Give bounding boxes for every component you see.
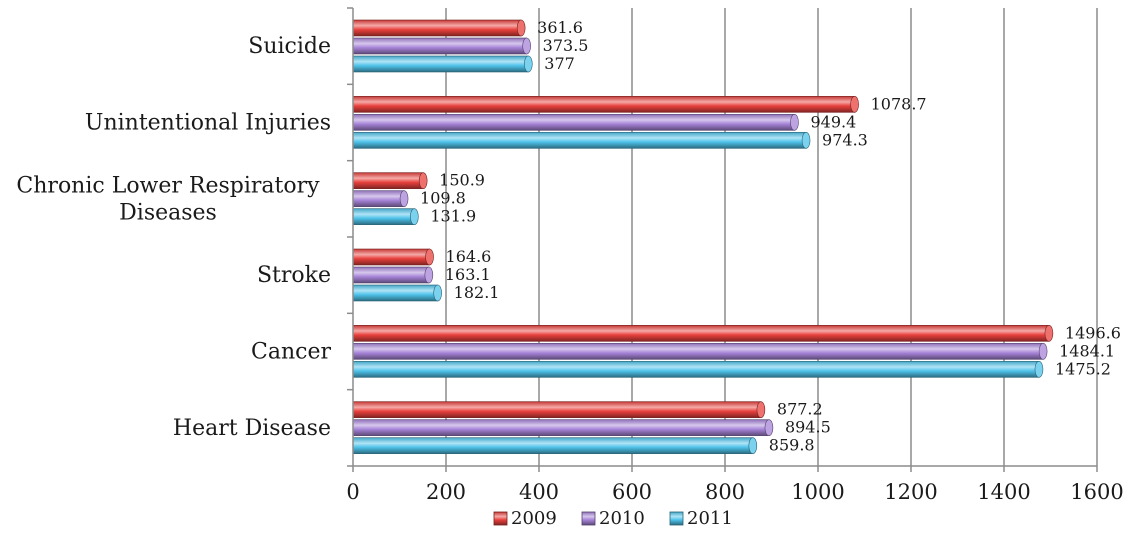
bar-2010-2 [352,266,430,284]
category-label: Suicide [248,34,331,59]
legend-label-2011: 2011 [687,508,733,529]
bar-2009-5 [352,19,522,37]
category-label: Cancer [251,340,331,365]
data-label: 859.8 [769,436,815,455]
data-label: 949.4 [810,112,856,131]
x-tick-label: 600 [612,480,652,504]
bar-2009-3 [352,172,424,189]
x-tick-label: 0 [346,480,359,504]
bar-2011-4 [352,132,807,149]
bar-2009-2 [352,248,430,266]
category-label: Unintentional Injuries [85,111,331,136]
category-label: Heart Disease [173,416,331,441]
bar-2011-3 [352,208,415,225]
data-label: 1078.7 [871,94,927,113]
data-label: 163.1 [445,265,491,284]
legend: 2009 2010 2011 [493,508,733,529]
data-label: 361.6 [537,18,583,37]
bar-cap [418,172,428,189]
data-label: 182.1 [454,283,500,302]
bar-cap [425,248,434,266]
bar-2009-4 [352,96,855,113]
bar-cap [801,132,811,149]
data-label: 894.5 [785,418,831,437]
bar-2011-5 [352,55,529,73]
axes [347,7,1098,472]
bar-cap [424,266,434,284]
x-tick-label: 800 [705,480,745,504]
data-label: 373.5 [543,36,589,55]
gridlines [445,8,1098,466]
bar-2010-1 [352,343,1044,360]
bar-2011-2 [352,284,438,302]
x-tick-label: 1200 [884,480,937,504]
bar-cap [399,190,409,207]
bar-cap [1038,343,1048,360]
bar-2011-1 [352,361,1040,378]
bar-cap [1044,325,1054,342]
legend-label-2009: 2009 [511,508,557,529]
bar-cap [1034,361,1044,378]
bar-cap [516,19,526,37]
data-label: 150.9 [439,171,485,190]
legend-swatch-2010 [581,511,596,526]
bar-cap [756,401,766,418]
labels: 0 200 400 600 800 1000 1200 1400 1600 877.2894.58… [16,18,1123,504]
bar-2009-0 [352,401,762,418]
data-label: 131.9 [430,207,476,226]
data-label: 1484.1 [1059,341,1115,360]
bar-cap [522,37,531,55]
data-label: 974.3 [822,130,868,149]
data-label: 1475.2 [1055,359,1111,378]
bar-cap [433,284,442,302]
x-tick-label: 1400 [977,480,1030,504]
bars [352,19,1054,454]
legend-label-2010: 2010 [599,508,645,529]
bar-2011-0 [352,437,754,454]
bar-2009-1 [352,325,1050,342]
data-label: 877.2 [777,400,823,419]
legend-swatch-2011 [669,511,684,526]
bar-cap [748,437,758,454]
legend-swatch-2009 [493,511,508,526]
x-tick-label: 200 [426,480,466,504]
x-tick-label: 400 [519,480,559,504]
data-label: 1496.6 [1065,323,1121,342]
bar-cap [410,208,419,225]
x-tick-label: 1600 [1070,480,1123,504]
bar-cap [524,55,533,73]
bar-2010-5 [352,37,527,55]
x-tick-label: 1000 [791,480,844,504]
category-label: Chronic Lower Respiratory Diseases [16,173,320,225]
data-label: 164.6 [446,247,492,266]
bar-2010-3 [352,190,405,207]
bar-cap [850,96,859,113]
bar-2010-0 [352,419,770,436]
bar-2010-4 [352,114,795,131]
bar-cap [764,419,774,436]
data-label: 109.8 [420,189,466,208]
category-label: Stroke [257,263,331,288]
bar-cap [790,114,799,131]
data-label: 377 [544,54,575,73]
